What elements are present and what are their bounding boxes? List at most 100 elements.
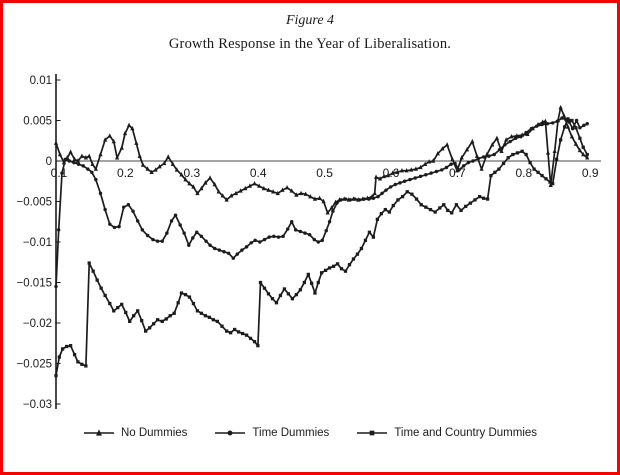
- circle-marker-icon: [555, 119, 560, 124]
- square-marker-icon: [84, 364, 88, 368]
- circle-marker-icon: [126, 203, 131, 207]
- square-marker-icon: [140, 318, 144, 323]
- circle-marker-icon: [103, 207, 107, 212]
- square-marker-icon: [363, 238, 368, 243]
- chart-legend: No Dummies Time Dummies Time and Country…: [3, 427, 617, 439]
- triangle-marker-icon: [203, 180, 208, 185]
- circle-marker-icon: [331, 209, 335, 213]
- triangle-marker-icon: [111, 138, 116, 144]
- triangle-marker-icon: [399, 168, 405, 173]
- triangle-marker-icon: [577, 147, 582, 153]
- circle-marker-icon: [574, 118, 579, 123]
- triangle-marker-icon: [57, 151, 63, 157]
- legend-label: Time Dummies: [252, 427, 330, 439]
- circle-marker-icon: [513, 136, 518, 141]
- circle-marker-icon: [235, 252, 239, 256]
- x-tick-label: 0.3: [183, 166, 200, 180]
- square-marker-icon: [410, 192, 414, 196]
- square-marker-icon: [520, 149, 524, 153]
- circle-marker-icon: [393, 182, 398, 187]
- triangle-marker-icon: [543, 118, 548, 124]
- triangle-marker-icon: [174, 167, 179, 172]
- circle-marker-icon: [81, 164, 85, 168]
- square-marker-icon: [147, 326, 152, 330]
- circle-marker-icon: [567, 120, 571, 124]
- triangle-marker-icon: [317, 195, 322, 200]
- legend-item-no-dummies: No Dummies: [83, 427, 187, 439]
- circle-marker-icon: [199, 234, 204, 239]
- square-marker-icon: [266, 292, 271, 296]
- square-marker-icon: [515, 151, 520, 155]
- triangle-marker-icon: [294, 192, 299, 197]
- series-time-dummies: [54, 116, 589, 289]
- square-marker-icon: [405, 190, 409, 194]
- triangle-marker-icon: [207, 175, 213, 180]
- x-axis-ticks: 0.1 0.2 0.3 0.4 0.5 0.6 0.7 0.8 0.9: [51, 166, 599, 180]
- triangle-marker-icon: [427, 159, 432, 164]
- triangle-marker-icon: [107, 133, 112, 138]
- square-marker-icon: [87, 261, 91, 265]
- square-marker-icon: [428, 207, 433, 212]
- square-marker-icon: [477, 195, 482, 199]
- triangle-marker-icon: [83, 155, 88, 160]
- circle-marker-icon: [98, 191, 103, 196]
- triangle-marker-icon: [137, 153, 142, 158]
- square-marker-icon: [72, 352, 77, 357]
- triangle-marker-icon: [565, 124, 571, 129]
- square-marker-icon: [387, 210, 391, 214]
- circle-marker-icon: [585, 122, 589, 126]
- circle-marker-icon: [231, 256, 236, 260]
- triangle-marker-icon: [243, 185, 248, 191]
- triangle-marker-icon: [303, 191, 308, 196]
- circle-marker-icon: [312, 237, 317, 242]
- square-marker-icon: [319, 271, 324, 275]
- triangle-marker-icon: [126, 122, 132, 128]
- circle-marker-icon: [508, 139, 512, 144]
- square-marker-icon: [236, 330, 241, 334]
- triangle-marker-icon: [83, 429, 114, 436]
- triangle-marker-icon: [261, 185, 266, 191]
- triangle-marker-icon: [114, 155, 120, 160]
- x-tick-label: 0.4: [250, 166, 267, 180]
- circle-marker-icon: [298, 229, 303, 234]
- circle-marker-icon: [187, 243, 191, 247]
- triangle-marker-icon: [229, 193, 234, 198]
- square-marker-icon: [566, 117, 570, 121]
- triangle-marker-icon: [308, 193, 313, 199]
- legend-label: Time and Country Dummies: [394, 427, 538, 439]
- y-tick-label: 0.01: [30, 75, 52, 87]
- x-tick-label: 0.9: [582, 166, 599, 180]
- square-marker-icon: [203, 314, 208, 318]
- square-marker-icon: [240, 331, 245, 336]
- square-marker-icon: [481, 196, 486, 200]
- circle-marker-icon: [582, 123, 586, 128]
- circle-marker-icon: [208, 243, 212, 247]
- square-marker-icon: [270, 297, 275, 301]
- square-marker-icon: [57, 355, 61, 359]
- triangle-marker-icon: [499, 148, 504, 153]
- triangle-marker-icon: [321, 198, 326, 204]
- square-marker-icon: [132, 314, 136, 318]
- x-tick-label: 0.8: [515, 166, 532, 180]
- triangle-marker-icon: [561, 112, 567, 118]
- circle-marker-icon: [227, 430, 233, 436]
- circle-marker-icon: [388, 185, 393, 189]
- circle-marker-icon: [353, 197, 357, 201]
- triangle-marker-icon: [257, 183, 262, 188]
- square-marker-icon: [379, 212, 383, 216]
- square-marker-icon: [555, 157, 559, 162]
- square-marker-icon: [124, 310, 128, 315]
- circle-marker-icon: [226, 251, 231, 256]
- circle-marker-icon: [324, 228, 328, 233]
- circle-marker-icon: [86, 167, 90, 171]
- x-tick-label: 0.5: [316, 166, 333, 180]
- triangle-marker-icon: [130, 125, 135, 131]
- circle-marker-icon: [327, 220, 332, 224]
- triangle-marker-icon: [585, 155, 590, 160]
- triangle-marker-icon: [79, 153, 84, 158]
- square-marker-icon: [532, 167, 536, 171]
- circle-marker-icon: [289, 220, 294, 224]
- circle-marker-icon: [384, 188, 388, 192]
- square-marker-icon: [191, 301, 196, 306]
- square-marker-icon: [438, 206, 442, 210]
